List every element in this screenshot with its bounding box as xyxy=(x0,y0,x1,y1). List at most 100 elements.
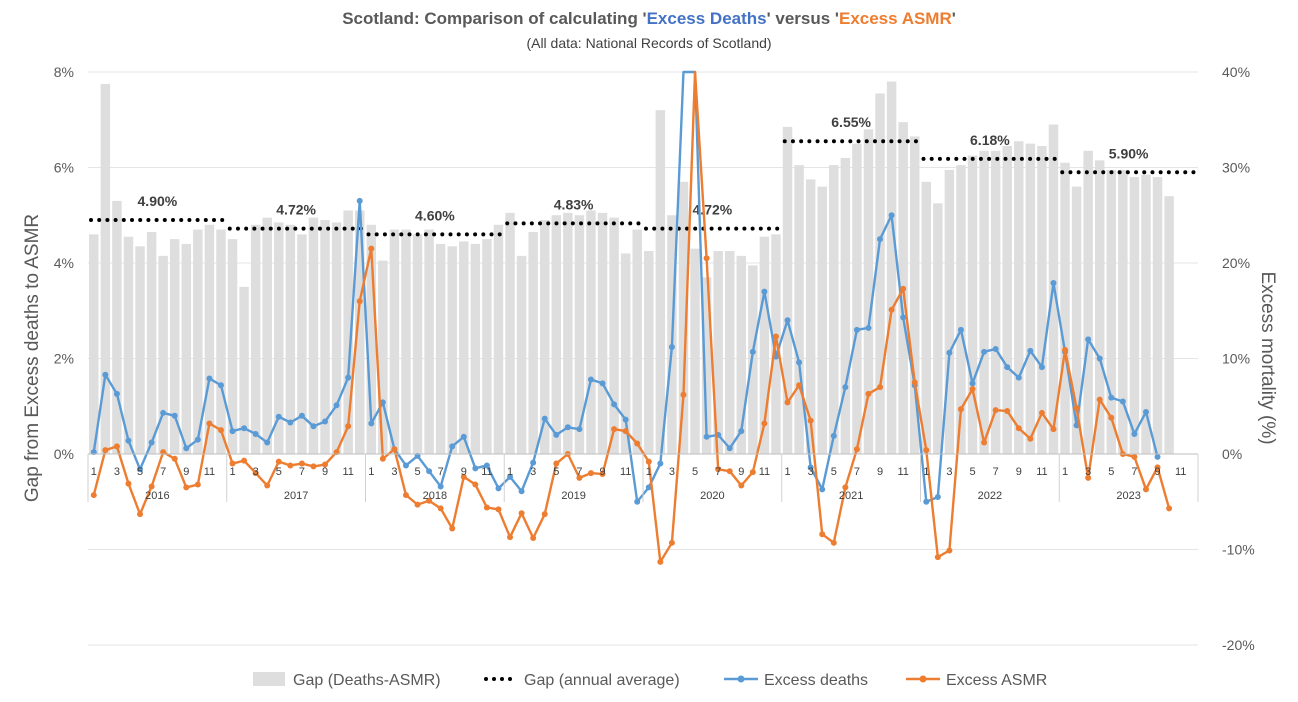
gap-bar xyxy=(817,186,827,454)
legend-label: Excess ASMR xyxy=(946,672,1047,689)
excess-asmr-point xyxy=(992,407,999,414)
excess-asmr-point xyxy=(749,469,756,476)
y-right-tick-label: 40% xyxy=(1222,64,1250,80)
gap-bar xyxy=(944,169,955,454)
gap-bar xyxy=(1118,169,1128,454)
gap-bar xyxy=(1152,177,1163,455)
excess-deaths-point xyxy=(599,380,606,387)
excess-deaths-point xyxy=(622,416,629,423)
gap-bar xyxy=(135,246,145,454)
gap-bar xyxy=(378,260,388,454)
gap-bar xyxy=(470,243,481,454)
excess-deaths-point xyxy=(206,375,213,382)
gap-bar xyxy=(886,81,897,455)
excess-asmr-point xyxy=(391,446,398,453)
excess-asmr-point xyxy=(102,447,109,454)
excess-deaths-point xyxy=(1085,336,1092,343)
gap-bar xyxy=(146,231,157,454)
excess-deaths-point xyxy=(1096,355,1103,362)
excess-asmr-point xyxy=(495,506,502,513)
excess-asmr-point xyxy=(507,534,514,541)
y-right-tick-label: 20% xyxy=(1222,255,1250,271)
month-tick-label: 7 xyxy=(1131,466,1137,478)
year-tick-label: 2019 xyxy=(561,490,585,502)
gap-bar xyxy=(655,110,666,454)
excess-deaths-point xyxy=(275,413,282,420)
excess-asmr-point xyxy=(657,558,664,565)
excess-asmr-point xyxy=(807,417,814,424)
month-tick-label: 3 xyxy=(808,466,814,478)
excess-asmr-point xyxy=(599,471,606,478)
gap-bar xyxy=(459,241,469,454)
excess-deaths-point xyxy=(310,423,317,430)
excess-deaths-point xyxy=(576,426,583,433)
gap-bar xyxy=(805,179,816,454)
month-tick-label: 3 xyxy=(946,466,952,478)
excess-deaths-point xyxy=(252,430,259,437)
gap-bar xyxy=(1164,196,1174,454)
gap-bar xyxy=(620,253,631,454)
excess-deaths-point xyxy=(460,433,467,440)
gap-bar xyxy=(320,220,330,454)
gap-bar xyxy=(1106,169,1117,454)
year-tick-label: 2020 xyxy=(700,490,724,502)
excess-asmr-point xyxy=(576,474,583,481)
month-tick-label: 11 xyxy=(897,466,908,478)
gap-bar xyxy=(412,234,423,454)
y-left-tick-label: 6% xyxy=(54,160,74,176)
excess-deaths-point xyxy=(125,437,132,444)
gap-bar xyxy=(169,239,180,454)
gap-bar xyxy=(909,136,920,454)
excess-asmr-point xyxy=(414,501,421,508)
year-tick-label: 2016 xyxy=(145,490,169,502)
gap-bar xyxy=(875,93,885,455)
gap-bar xyxy=(297,234,307,454)
annual-average-label: 4.90% xyxy=(138,193,178,209)
chart-title: Scotland: Comparison of calculating 'Exc… xyxy=(342,9,956,28)
gap-bar xyxy=(863,129,874,455)
title-part: ' versus ' xyxy=(767,9,839,28)
excess-asmr-point xyxy=(1073,405,1080,412)
month-tick-label: 1 xyxy=(646,466,652,478)
month-tick-label: 11 xyxy=(204,466,215,478)
excess-deaths-point xyxy=(333,402,340,409)
excess-asmr-point xyxy=(888,306,895,313)
excess-asmr-point xyxy=(368,245,375,252)
gap-bar xyxy=(250,224,261,454)
excess-deaths-point xyxy=(761,288,768,295)
excess-deaths-point xyxy=(784,317,791,324)
gap-bar xyxy=(563,212,573,454)
excess-asmr-point xyxy=(957,406,964,413)
gap-bar xyxy=(493,224,504,454)
excess-asmr-point xyxy=(772,333,779,340)
excess-asmr-point xyxy=(738,482,745,489)
excess-deaths-point xyxy=(726,445,733,452)
excess-deaths-point xyxy=(1027,347,1034,354)
month-tick-label: 3 xyxy=(391,466,397,478)
excess-asmr-point xyxy=(900,285,907,292)
excess-asmr-point xyxy=(911,379,918,386)
y-right-tick-label: -20% xyxy=(1222,637,1255,653)
gap-bar xyxy=(1141,174,1151,454)
title-part: Excess ASMR xyxy=(839,9,952,28)
excess-deaths-point xyxy=(853,326,860,333)
month-tick-label: 5 xyxy=(276,466,282,478)
excess-asmr-point xyxy=(1062,346,1069,353)
gap-bar xyxy=(1094,160,1105,454)
excess-asmr-point xyxy=(426,497,433,504)
gap-bar xyxy=(516,255,527,454)
excess-deaths-point xyxy=(738,428,745,435)
excess-asmr-point xyxy=(1131,453,1138,460)
excess-asmr-point xyxy=(252,470,259,477)
excess-asmr-point xyxy=(819,531,826,538)
excess-deaths-point xyxy=(137,466,144,473)
excess-asmr-point xyxy=(1142,486,1149,493)
gap-bar xyxy=(239,286,249,454)
y-left-tick-label: 8% xyxy=(54,64,74,80)
excess-asmr-point xyxy=(680,391,687,398)
month-tick-label: 9 xyxy=(877,466,883,478)
excess-asmr-point xyxy=(634,440,641,447)
month-tick-label: 7 xyxy=(576,466,582,478)
gap-bar xyxy=(193,229,203,454)
excess-deaths-point xyxy=(992,345,999,352)
